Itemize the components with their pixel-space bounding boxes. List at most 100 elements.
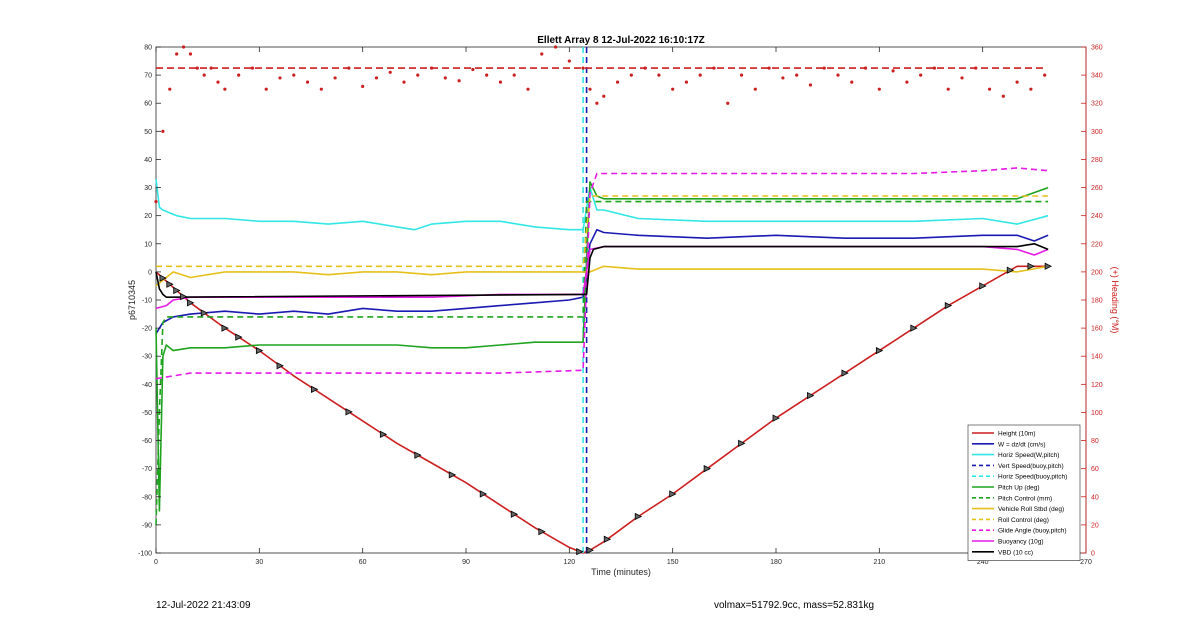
heading-point bbox=[684, 80, 689, 84]
heading-point bbox=[512, 73, 516, 77]
height-marker bbox=[538, 527, 546, 536]
heading-point bbox=[739, 73, 744, 77]
height-marker bbox=[187, 299, 195, 307]
heading-point bbox=[429, 66, 434, 70]
legend-label: VBD (10 cc) bbox=[998, 549, 1033, 556]
y2-tick-label: 220 bbox=[1091, 241, 1103, 248]
y2-axis-label: (+) Heading (°M) bbox=[1110, 267, 1120, 334]
height-marker bbox=[345, 408, 353, 416]
y2-tick-label: 0 bbox=[1091, 551, 1095, 558]
heading-point bbox=[932, 66, 937, 70]
legend: Height (10m) W = dz/dt (cm/s) Horiz Speed(… bbox=[967, 424, 1081, 561]
x-tick-label: 150 bbox=[667, 559, 679, 566]
heading-point bbox=[175, 52, 179, 56]
heading-point bbox=[498, 80, 503, 84]
height-marker bbox=[1006, 266, 1015, 274]
x-tick-label: 90 bbox=[462, 559, 470, 566]
heading-point bbox=[237, 73, 241, 77]
y2-tick-label: 20 bbox=[1091, 522, 1099, 529]
y2-tick-label: 320 bbox=[1091, 101, 1103, 108]
heading-point bbox=[1001, 94, 1005, 98]
height-marker bbox=[603, 535, 612, 543]
series-line bbox=[155, 179, 1049, 231]
heading-point bbox=[629, 73, 633, 77]
heading-point bbox=[974, 66, 978, 70]
heading-point bbox=[960, 76, 964, 80]
height-marker bbox=[221, 324, 229, 332]
heading-point bbox=[250, 66, 255, 70]
heading-point bbox=[863, 66, 868, 70]
y-tick-label: 50 bbox=[144, 129, 152, 136]
height-marker bbox=[910, 324, 918, 332]
legend-label: Horiz Speed(buoy,pitch) bbox=[998, 474, 1067, 481]
x-tick-label: 0 bbox=[154, 559, 158, 566]
height-marker bbox=[576, 547, 584, 556]
heading-point bbox=[374, 76, 379, 80]
heading-point bbox=[333, 76, 337, 80]
heading-point bbox=[712, 66, 716, 70]
x-tick-label: 60 bbox=[359, 559, 367, 566]
heading-point bbox=[891, 69, 895, 73]
heading-layer bbox=[154, 45, 1047, 204]
y2-tick-label: 360 bbox=[1091, 45, 1103, 52]
heading-point bbox=[457, 79, 461, 83]
height-marker bbox=[276, 362, 284, 370]
series-line bbox=[155, 228, 1049, 335]
axis-layer: 0 30 60 90 120 150 180 210 240 270-100-90-80-70-6… bbox=[138, 45, 1103, 567]
y2-tick-label: 160 bbox=[1091, 326, 1103, 333]
heading-point bbox=[671, 87, 675, 91]
heading-point bbox=[553, 45, 558, 49]
heading-point bbox=[822, 66, 826, 70]
y2-tick-label: 40 bbox=[1091, 494, 1099, 501]
y-tick-label: 0 bbox=[148, 269, 152, 276]
heading-point bbox=[657, 73, 661, 77]
heading-point bbox=[753, 87, 757, 91]
y-tick-label: -80 bbox=[142, 494, 152, 501]
legend-box bbox=[967, 424, 1081, 561]
heading-point bbox=[216, 80, 220, 84]
legend-label: Horiz Speed(W,pitch) bbox=[998, 452, 1059, 459]
heading-point bbox=[588, 87, 592, 91]
y2-tick-label: 260 bbox=[1091, 185, 1103, 192]
heading-point bbox=[471, 67, 475, 72]
y2-tick-label: 80 bbox=[1091, 438, 1099, 445]
y2-tick-label: 100 bbox=[1091, 410, 1103, 417]
y-tick-label: -30 bbox=[142, 354, 152, 361]
heading-point bbox=[850, 80, 854, 84]
legend-label: Pitch Control (mm) bbox=[998, 495, 1052, 502]
heading-point bbox=[1029, 87, 1033, 91]
height-marker bbox=[772, 414, 780, 422]
heading-point bbox=[161, 129, 165, 133]
height-marker bbox=[200, 309, 209, 317]
heading-point bbox=[154, 200, 158, 204]
heading-point bbox=[195, 66, 199, 70]
height-marker bbox=[166, 280, 174, 288]
x-tick-label: 180 bbox=[770, 559, 782, 566]
y-tick-label: -60 bbox=[142, 438, 152, 445]
series-layer bbox=[155, 47, 1049, 554]
heading-point bbox=[615, 80, 620, 84]
x-tick-label: 120 bbox=[563, 559, 575, 566]
height-marker bbox=[510, 510, 519, 518]
y-tick-label: 80 bbox=[144, 45, 152, 52]
legend-label: Glide Angle (buoy,pitch) bbox=[998, 528, 1067, 535]
heading-point bbox=[264, 87, 268, 91]
y2-tick-label: 200 bbox=[1091, 269, 1103, 276]
legend-label: Height (10m) bbox=[998, 431, 1036, 438]
heading-point bbox=[919, 73, 923, 77]
heading-point bbox=[443, 76, 447, 80]
marker-layer bbox=[159, 262, 1053, 556]
series-line bbox=[155, 265, 1049, 287]
height-marker bbox=[379, 430, 388, 439]
y-tick-label: 60 bbox=[144, 101, 152, 108]
y-tick-label: -50 bbox=[142, 410, 152, 417]
y2-tick-label: 60 bbox=[1091, 466, 1099, 473]
heading-point bbox=[877, 87, 881, 91]
height-marker bbox=[255, 346, 264, 355]
chart-title: Ellett Array 8 12-Jul-2022 16:10:17Z bbox=[537, 35, 705, 46]
y-tick-label: 20 bbox=[144, 213, 152, 220]
y-tick-label: -10 bbox=[142, 298, 152, 305]
heading-point bbox=[698, 73, 702, 77]
footer-summary: volmax=51792.9cc, mass=52.831kg bbox=[714, 600, 875, 611]
